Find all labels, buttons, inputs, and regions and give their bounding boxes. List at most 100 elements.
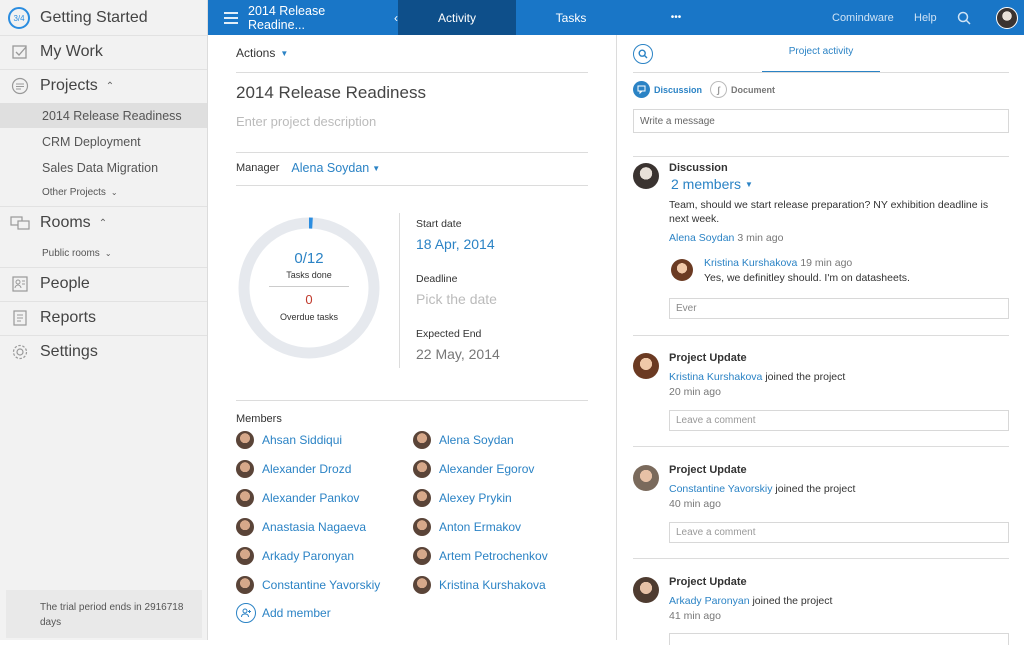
- sidebar-item-settings[interactable]: Settings: [0, 339, 207, 365]
- search-icon[interactable]: [957, 0, 971, 35]
- project-title: 2014 Release Readine...: [248, 3, 326, 32]
- add-member-button[interactable]: Add member: [236, 603, 331, 623]
- member-item[interactable]: Constantine Yavorskiy: [236, 576, 380, 594]
- document-tab-label: Document: [731, 84, 776, 95]
- sidebar-item-label: Settings: [40, 343, 98, 360]
- manager-dropdown[interactable]: Alena Soydan: [291, 161, 370, 175]
- getting-started-badge: 3/4: [8, 7, 30, 29]
- avatar: [633, 577, 659, 603]
- avatar: [236, 460, 254, 478]
- avatar: [413, 431, 431, 449]
- member-name: Alexey Prykin: [439, 491, 512, 505]
- member-item[interactable]: Alexander Drozd: [236, 460, 351, 478]
- member-item[interactable]: Arkady Paronyan: [236, 547, 354, 565]
- expected-end-value: 22 May, 2014: [416, 346, 500, 362]
- reply-text: Yes, we definitley should. I'm on datash…: [704, 272, 910, 284]
- avatar: [671, 259, 693, 281]
- project-title-heading[interactable]: 2014 Release Readiness: [236, 83, 426, 102]
- update-title: Project Update: [669, 464, 747, 476]
- caret-down-icon[interactable]: ▼: [372, 163, 381, 173]
- member-item[interactable]: Alexey Prykin: [413, 489, 512, 507]
- sidebar-item-reports[interactable]: Reports: [0, 305, 207, 331]
- progress-ring: [238, 217, 380, 359]
- expected-end-label: Expected End: [416, 328, 482, 340]
- chevron-up-icon: ⌃: [105, 80, 115, 92]
- other-projects-label: Other Projects: [42, 186, 106, 198]
- sidebar-item-public-rooms[interactable]: Public rooms ⌄: [0, 243, 207, 263]
- member-item[interactable]: Alexander Pankov: [236, 489, 359, 507]
- timestamp: 19 min ago: [800, 257, 853, 269]
- sidebar-item-getting-started[interactable]: 3/4 Getting Started: [0, 5, 207, 31]
- user-avatar[interactable]: [996, 0, 1018, 35]
- sidebar-item-project-active[interactable]: 2014 Release Readiness: [0, 103, 207, 128]
- sidebar-item-label: Getting Started: [40, 9, 148, 26]
- public-rooms-label: Public rooms: [42, 247, 100, 259]
- tab-activity[interactable]: Activity: [398, 0, 516, 35]
- sidebar-item-other-projects[interactable]: Other Projects ⌄: [0, 182, 207, 202]
- sidebar-item-people[interactable]: People: [0, 271, 207, 297]
- discussion-tab[interactable]: Discussion: [633, 81, 702, 98]
- deadline-picker[interactable]: Pick the date: [416, 291, 497, 307]
- project-menu[interactable]: 2014 Release Readine... ‹: [208, 0, 398, 35]
- members-dropdown[interactable]: 2 members ▼: [671, 176, 753, 192]
- message-input[interactable]: Write a message: [633, 109, 1009, 133]
- avatar: [236, 518, 254, 536]
- checkbox-icon: [10, 42, 30, 62]
- member-item[interactable]: Alena Soydan: [413, 431, 514, 449]
- actions-label: Actions: [236, 46, 276, 60]
- update-text: Kristina Kurshakova joined the project: [669, 371, 845, 383]
- discussion-title: Discussion: [669, 162, 728, 174]
- update-action: joined the project: [752, 595, 833, 607]
- overdue-value[interactable]: 0: [305, 292, 313, 307]
- member-item[interactable]: Anton Ermakov: [413, 518, 521, 536]
- avatar: [413, 460, 431, 478]
- chevron-up-icon: ⌃: [98, 217, 108, 229]
- sidebar-item-projects[interactable]: Projects ⌃: [0, 73, 207, 99]
- person-link[interactable]: Constantine Yavorskiy: [669, 483, 773, 495]
- comment-input[interactable]: Leave a comment: [669, 522, 1009, 543]
- member-item[interactable]: Alexander Egorov: [413, 460, 534, 478]
- more-button[interactable]: •••: [670, 12, 682, 23]
- document-tab[interactable]: ∫ Document: [710, 81, 775, 98]
- member-item[interactable]: Kristina Kurshakova: [413, 576, 546, 594]
- person-link[interactable]: Arkady Paronyan: [669, 595, 750, 607]
- people-icon: [10, 274, 30, 294]
- comment-input[interactable]: [669, 633, 1009, 645]
- reply-input[interactable]: Ever: [669, 298, 1009, 319]
- tab-tasks[interactable]: Tasks: [555, 10, 587, 25]
- members-count: 2 members: [671, 176, 742, 192]
- person-link[interactable]: Kristina Kurshakova: [669, 371, 763, 383]
- hamburger-icon[interactable]: [224, 11, 238, 24]
- sidebar-item-rooms[interactable]: Rooms ⌃: [0, 210, 207, 236]
- member-name: Kristina Kurshakova: [439, 578, 546, 592]
- avatar: [236, 431, 254, 449]
- sidebar-item-project[interactable]: Sales Data Migration: [42, 160, 159, 175]
- start-date-value[interactable]: 18 Apr, 2014: [416, 236, 495, 252]
- tab-project-activity[interactable]: Project activity: [788, 46, 854, 57]
- sidebar-item-my-work[interactable]: My Work: [0, 39, 207, 65]
- actions-dropdown[interactable]: Actions ▼: [236, 46, 288, 60]
- author-link[interactable]: Kristina Kurshakova: [704, 257, 798, 269]
- avatar: [413, 489, 431, 507]
- activity-panel: Project activity Discussion ∫ Document W…: [616, 35, 1024, 645]
- member-item[interactable]: Ahsan Siddiqui: [236, 431, 342, 449]
- author-link[interactable]: Alena Soydan: [669, 232, 735, 244]
- member-name: Alena Soydan: [439, 433, 514, 447]
- chevron-left-icon[interactable]: ‹: [394, 10, 398, 25]
- project-description-input[interactable]: Enter project description: [236, 114, 377, 129]
- chevron-down-icon: ⌄: [104, 248, 112, 258]
- member-item[interactable]: Anastasia Nagaeva: [236, 518, 366, 536]
- help-link[interactable]: Help: [914, 11, 937, 24]
- tasks-done-value[interactable]: 0/12: [294, 250, 324, 267]
- company-link[interactable]: Comindware: [832, 11, 894, 24]
- sidebar-item-label: Projects: [40, 77, 98, 94]
- comment-input[interactable]: Leave a comment: [669, 410, 1009, 431]
- start-date-label: Start date: [416, 218, 462, 230]
- search-icon[interactable]: [633, 44, 653, 64]
- caret-down-icon: ▼: [745, 179, 753, 189]
- caret-down-icon: ▼: [280, 48, 289, 58]
- trial-notice: The trial period ends in 2916718 days: [6, 590, 202, 638]
- member-item[interactable]: Artem Petrochenkov: [413, 547, 548, 565]
- avatar: [413, 547, 431, 565]
- sidebar-item-project[interactable]: CRM Deployment: [42, 134, 141, 149]
